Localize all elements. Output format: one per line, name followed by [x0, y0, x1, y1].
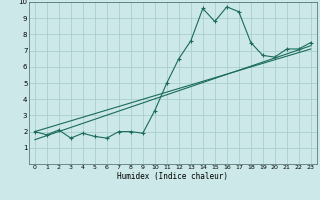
X-axis label: Humidex (Indice chaleur): Humidex (Indice chaleur): [117, 172, 228, 181]
